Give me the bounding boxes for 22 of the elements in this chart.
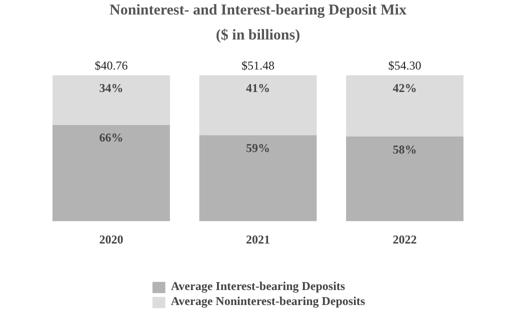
data-label: 34% bbox=[99, 81, 124, 96]
chart-subtitle: ($ in billions) bbox=[216, 28, 300, 44]
bar bbox=[199, 75, 317, 136]
x-tick-label: 2022 bbox=[392, 232, 417, 247]
data-label: 59% bbox=[246, 140, 270, 155]
bar bbox=[346, 75, 464, 137]
bar bbox=[346, 136, 464, 222]
annotation: $54.30 bbox=[388, 58, 422, 72]
annotation: $40.76 bbox=[94, 58, 128, 72]
bar bbox=[52, 124, 170, 222]
legend-label: Average Interest-bearing Deposits bbox=[170, 279, 346, 294]
chart-title: Noninterest- and Interest-bearing Deposit Mix bbox=[110, 2, 407, 18]
data-label: 42% bbox=[392, 81, 417, 96]
legend-label: Average Noninterest-bearing Deposits bbox=[170, 294, 366, 309]
x-tick-label: 2021 bbox=[246, 232, 270, 247]
bar bbox=[52, 75, 170, 125]
annotation: $51.48 bbox=[242, 58, 274, 72]
data-label: 58% bbox=[392, 142, 417, 156]
bar bbox=[199, 135, 317, 222]
x-tick-label: 2020 bbox=[99, 232, 124, 247]
data-label: 41% bbox=[246, 81, 270, 96]
data-label: 66% bbox=[99, 130, 124, 145]
